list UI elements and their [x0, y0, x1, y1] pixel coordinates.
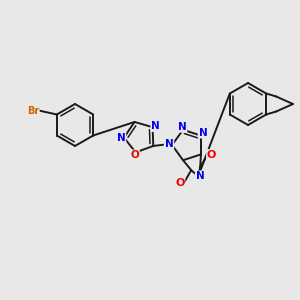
Text: Br: Br — [27, 106, 39, 116]
Text: O: O — [207, 150, 216, 160]
Text: N: N — [117, 133, 125, 142]
Text: N: N — [196, 171, 205, 181]
Text: N: N — [199, 128, 207, 138]
Text: N: N — [165, 139, 173, 149]
Text: N: N — [151, 121, 160, 131]
Text: O: O — [130, 150, 139, 161]
Text: O: O — [175, 178, 184, 188]
Text: N: N — [178, 122, 186, 132]
